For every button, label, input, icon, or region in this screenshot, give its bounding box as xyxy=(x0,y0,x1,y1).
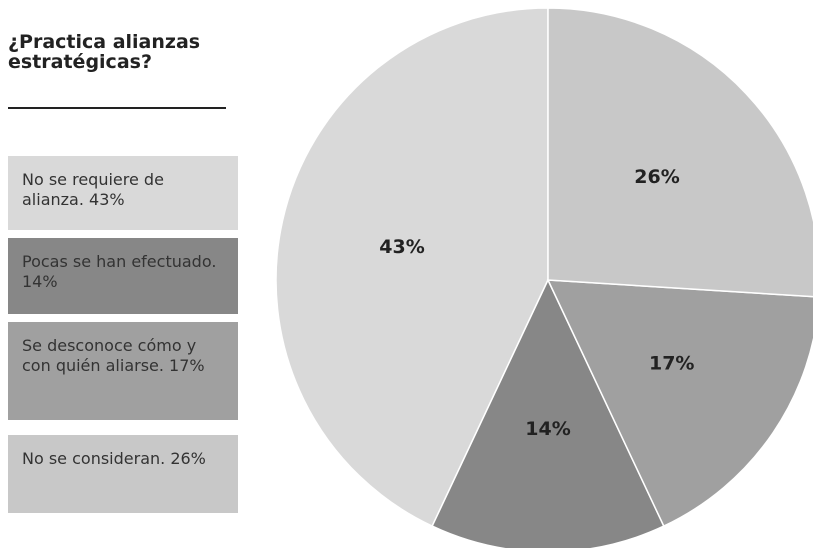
data-label: 14% xyxy=(525,418,570,440)
legend-entry: No se consideran. 26% xyxy=(8,435,238,513)
legend-entry: Se desconoce cómo y con quién aliarse. 1… xyxy=(8,322,238,420)
title-rule xyxy=(8,107,226,109)
chart-title: ¿Practica alianzas estratégicas? xyxy=(8,31,201,73)
data-label: 17% xyxy=(649,353,694,375)
pie-slice xyxy=(275,7,549,528)
pie-slice xyxy=(546,279,813,528)
legend-entry: Pocas se han efectuado. 14% xyxy=(8,238,238,314)
pie-slice xyxy=(547,7,813,298)
data-label: 26% xyxy=(634,166,679,188)
data-label: 43% xyxy=(379,236,424,258)
legend-entry: No se requiere de alianza. 43% xyxy=(8,156,238,230)
pie-slice xyxy=(431,278,665,548)
